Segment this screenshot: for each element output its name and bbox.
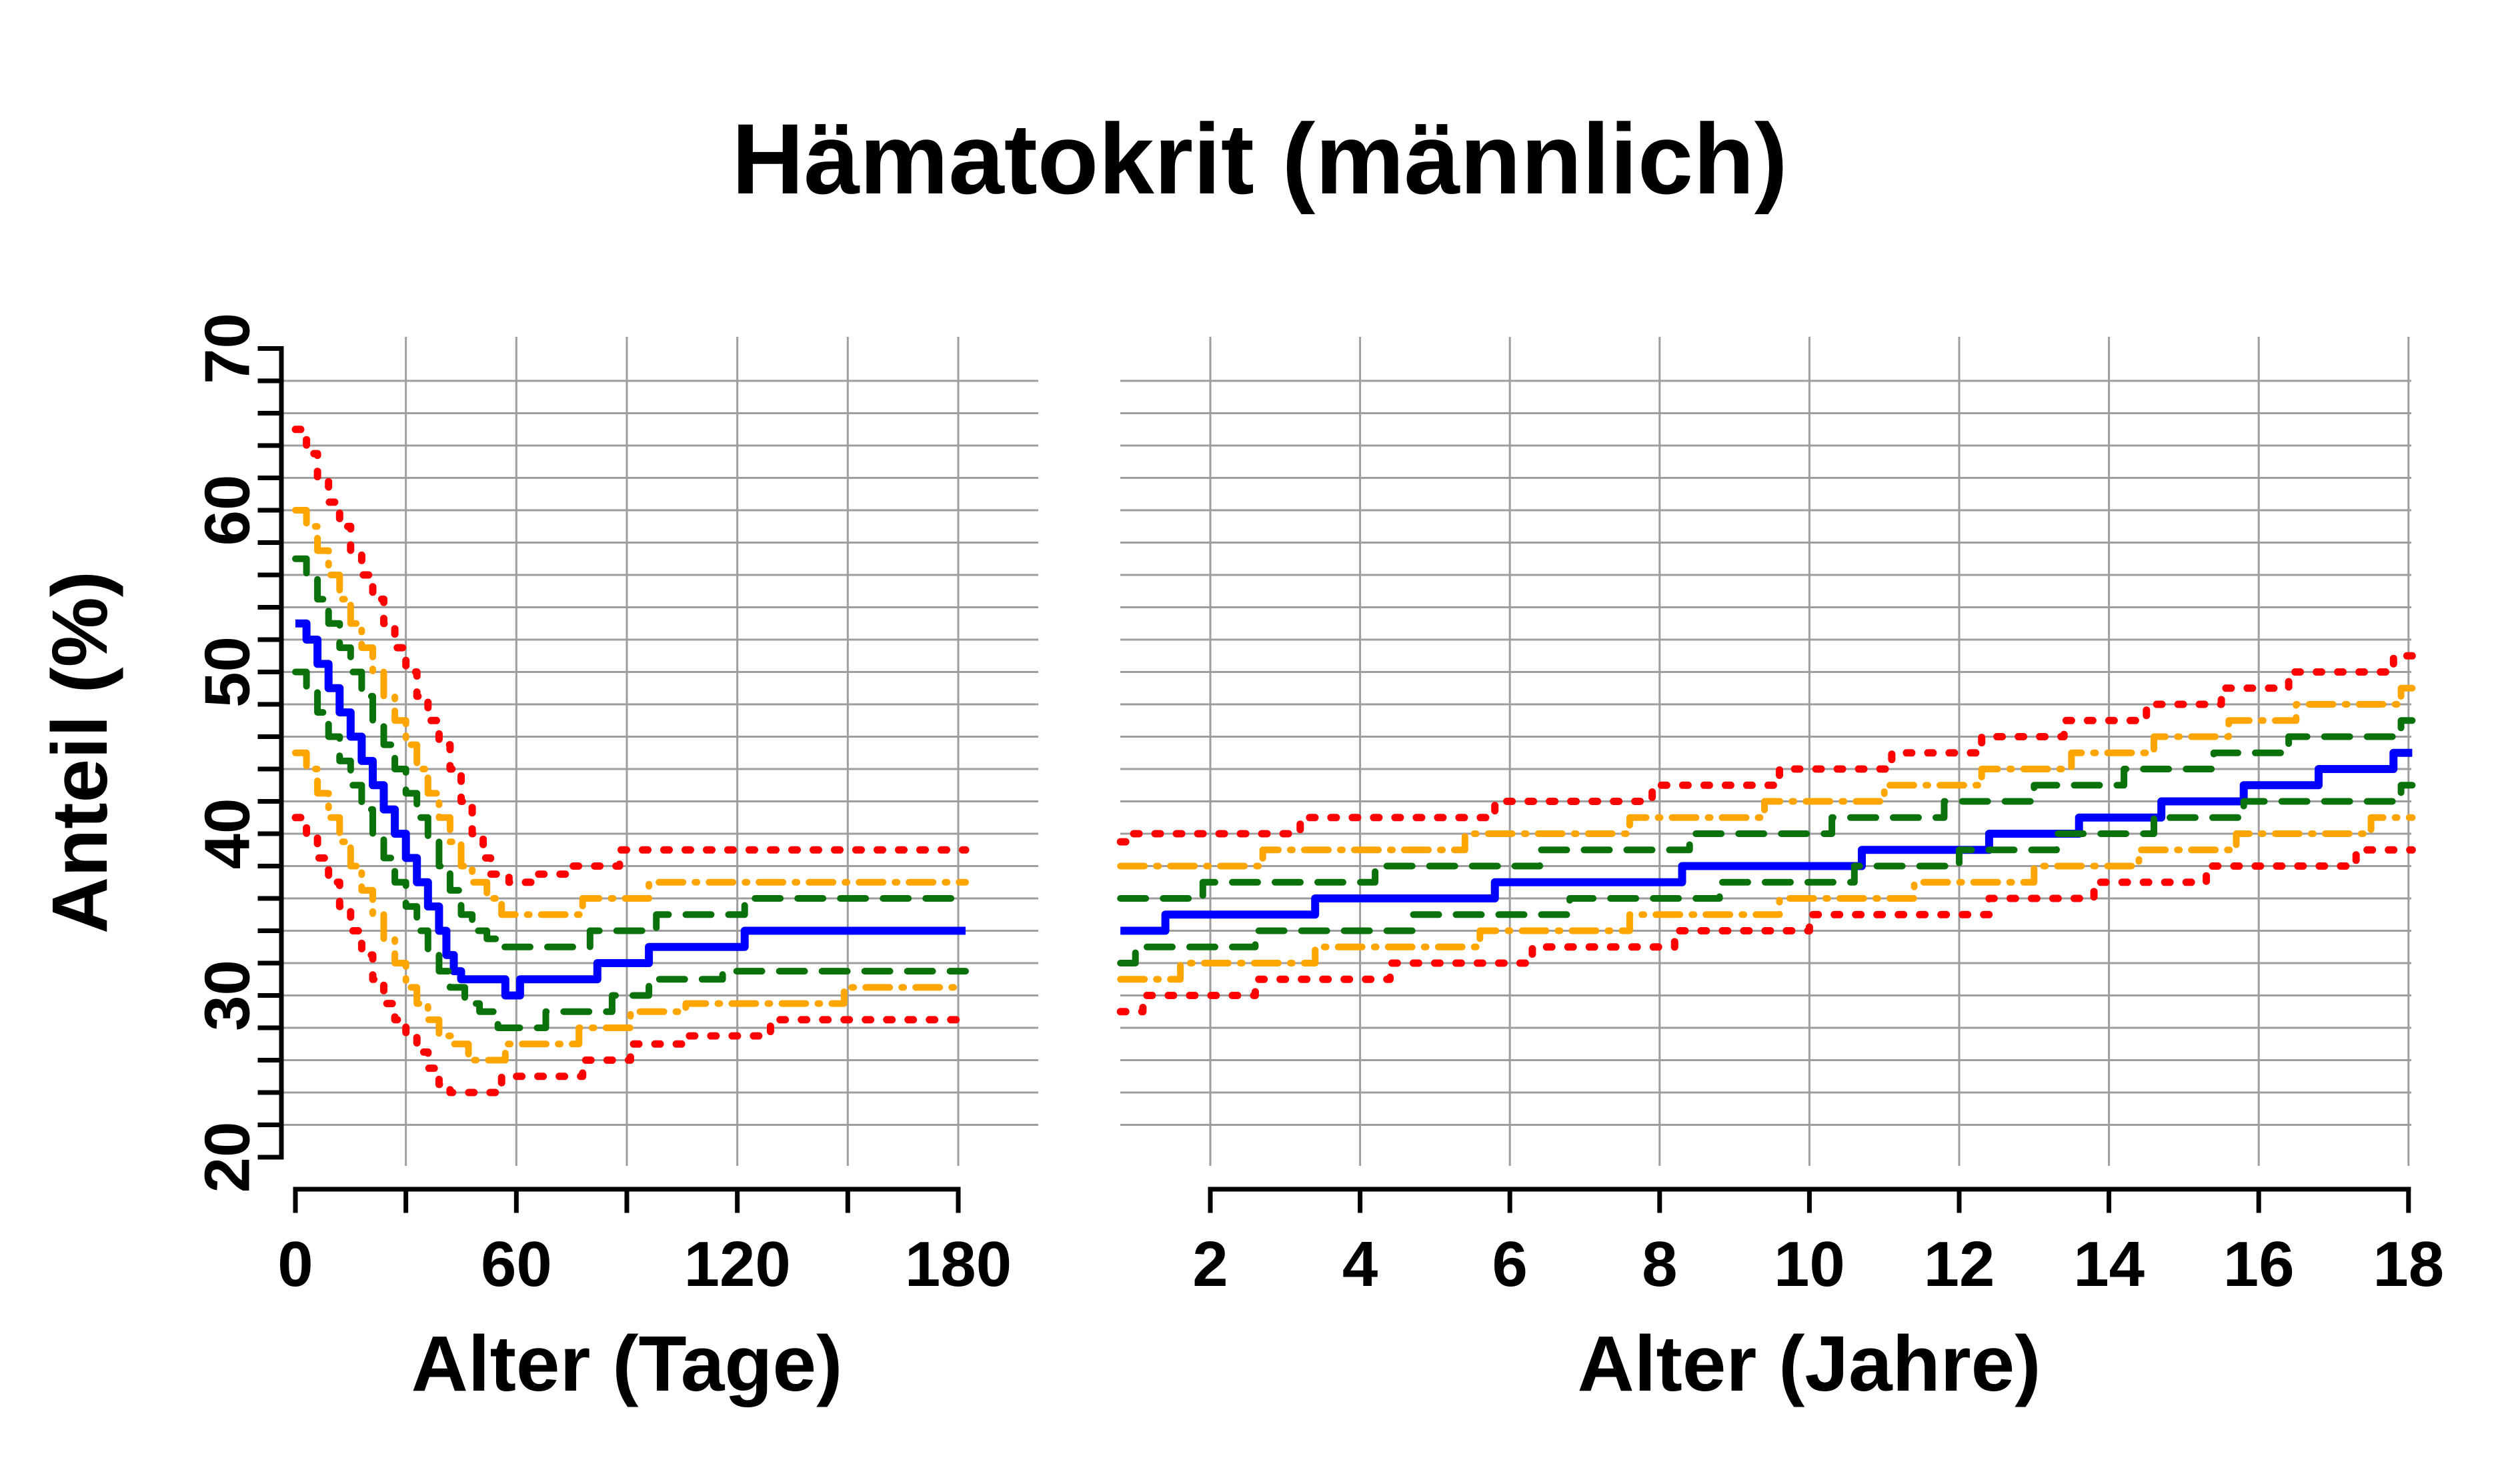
y-tick-label: 20 <box>192 1122 263 1193</box>
x-right-tick-label: 10 <box>1774 1229 1845 1300</box>
x-right-tick-label: 2 <box>1192 1229 1228 1300</box>
chart-title: Hämatokrit (männlich) <box>732 103 1788 215</box>
x-left-tick-label: 0 <box>277 1229 313 1300</box>
x-right-tick-label: 14 <box>2073 1229 2145 1300</box>
x-right-tick-label: 8 <box>1642 1229 1677 1300</box>
percentile-curve-p25-days <box>292 668 969 1031</box>
percentile-curve-p25-years <box>1117 782 2416 966</box>
x-right-tick-label: 12 <box>1924 1229 1995 1300</box>
x-axis-title-days: Alter (Tage) <box>411 1320 843 1408</box>
percentile-curve-p75-days <box>292 555 969 950</box>
y-tick-label: 30 <box>192 960 263 1031</box>
y-tick-label: 40 <box>192 798 263 870</box>
percentile-curve-p50-years <box>1120 748 2413 935</box>
percentile-curve-p50-days <box>295 619 966 1000</box>
y-tick-label: 70 <box>192 313 263 384</box>
x-left-tick-label: 180 <box>905 1229 1012 1300</box>
x-right-tick-label: 18 <box>2373 1229 2444 1300</box>
x-axis-title-years: Alter (Jahre) <box>1577 1320 2041 1408</box>
x-left-tick-label: 120 <box>684 1229 791 1300</box>
y-tick-label: 60 <box>192 475 263 546</box>
axes-layer: 20 30 40 50 60 70 0 60 120 180 2 4 6 8 10 12 14 16 18 <box>192 313 2445 1300</box>
percentile-curve-p90-years <box>1117 684 2416 870</box>
y-tick-label: 50 <box>192 636 263 708</box>
percentile-curve-p97_5-years <box>1116 652 2416 846</box>
percentile-curve-p75-years <box>1117 717 2416 902</box>
x-right-tick-label: 4 <box>1342 1229 1378 1300</box>
percentile-curve-p90-days <box>292 507 969 918</box>
x-right-tick-label: 6 <box>1492 1229 1528 1300</box>
percentile-curve-p10-years <box>1117 814 2416 983</box>
x-right-tick-label: 16 <box>2223 1229 2295 1300</box>
labels-layer: Hämatokrit (männlich) Anteil (%) Alter (… <box>36 103 2041 1408</box>
percentile-curves-layer <box>291 426 2416 1097</box>
x-left-tick-label: 60 <box>481 1229 552 1300</box>
percentile-curve-p97_5-days <box>291 426 970 886</box>
percentile-curve-p2_5-days <box>291 814 970 1097</box>
y-axis-title: Anteil (%) <box>36 571 124 934</box>
percentile-curve-p10-days <box>292 749 969 1064</box>
percentile-curve-p2_5-years <box>1116 846 2416 1016</box>
